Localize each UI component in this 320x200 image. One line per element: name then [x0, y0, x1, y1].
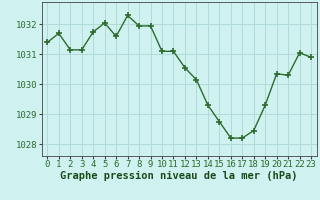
- X-axis label: Graphe pression niveau de la mer (hPa): Graphe pression niveau de la mer (hPa): [60, 171, 298, 181]
